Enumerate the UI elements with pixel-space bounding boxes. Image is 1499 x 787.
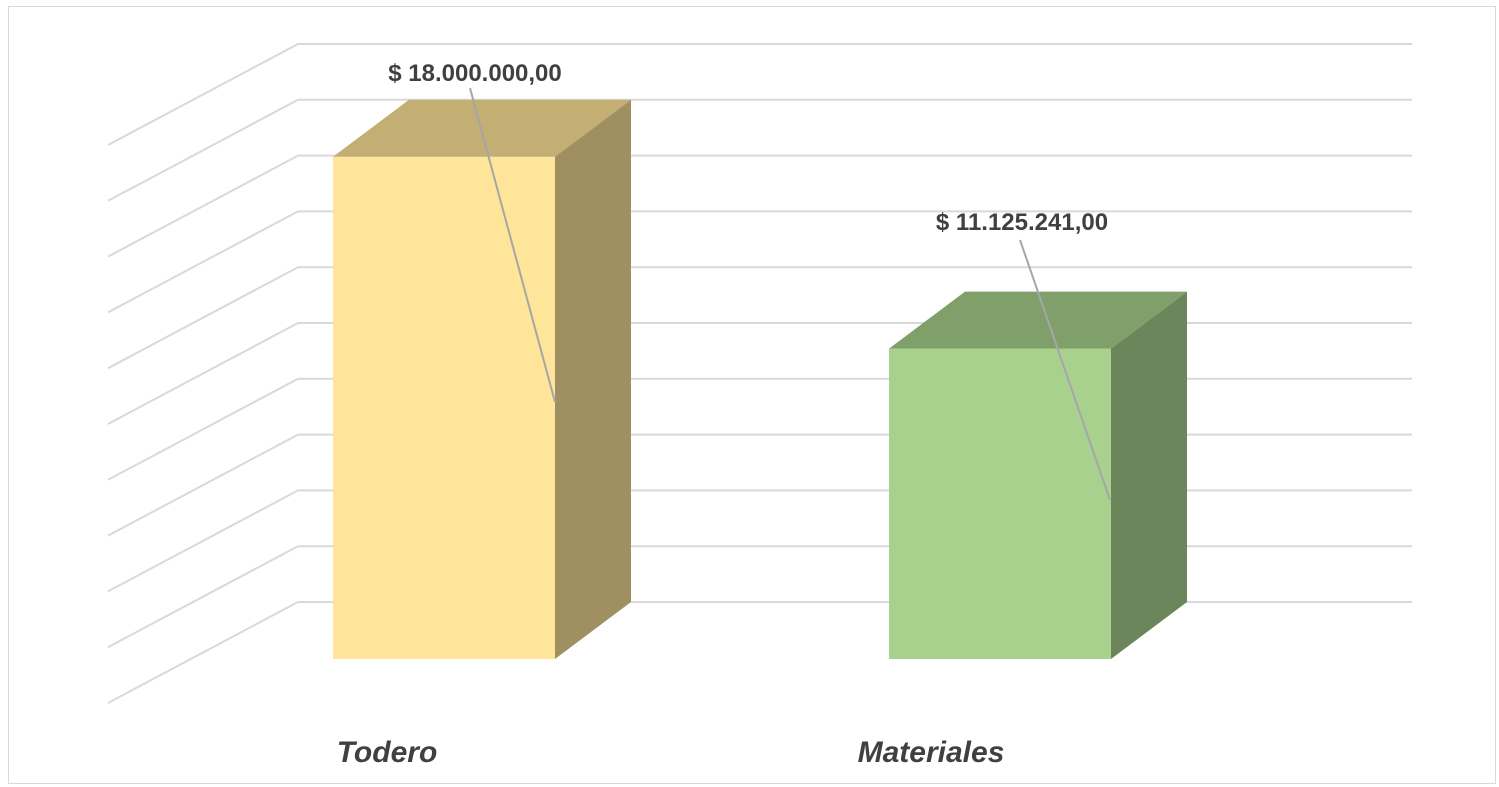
bar-front-todero <box>333 156 555 660</box>
labels: $ 18.000.000,00 $ 11.125.241,00 Todero M… <box>337 60 1111 769</box>
gridline-side <box>107 266 299 370</box>
gridlines <box>107 43 1412 704</box>
gridline-side <box>107 377 299 481</box>
gridline-side <box>107 43 299 146</box>
bar-top-materiales <box>889 291 1187 349</box>
gridline-side <box>107 98 299 202</box>
bar-side-todero <box>555 99 631 660</box>
bar-top-todero <box>333 99 631 157</box>
bars <box>333 99 1187 660</box>
gridline-side <box>107 433 299 537</box>
bar-side-materiales <box>1111 291 1187 659</box>
bar-front-materiales <box>889 348 1111 659</box>
category-label-todero: Todero <box>337 736 438 769</box>
gridline-side <box>107 154 299 258</box>
chart-frame <box>8 6 1496 784</box>
gridline-side <box>107 210 299 314</box>
category-label-materiales: Materiales <box>858 736 1005 769</box>
data-label-materiales: $ 11.125.241,00 <box>936 209 1108 236</box>
gridline-side <box>107 322 299 425</box>
gridline-side <box>107 545 299 649</box>
gridline-side <box>107 601 299 704</box>
leader-line-todero <box>469 87 556 403</box>
leader-line-materiales <box>1019 239 1111 501</box>
gridline-side <box>107 489 299 593</box>
data-label-todero: $ 18.000.000,00 <box>388 60 562 87</box>
